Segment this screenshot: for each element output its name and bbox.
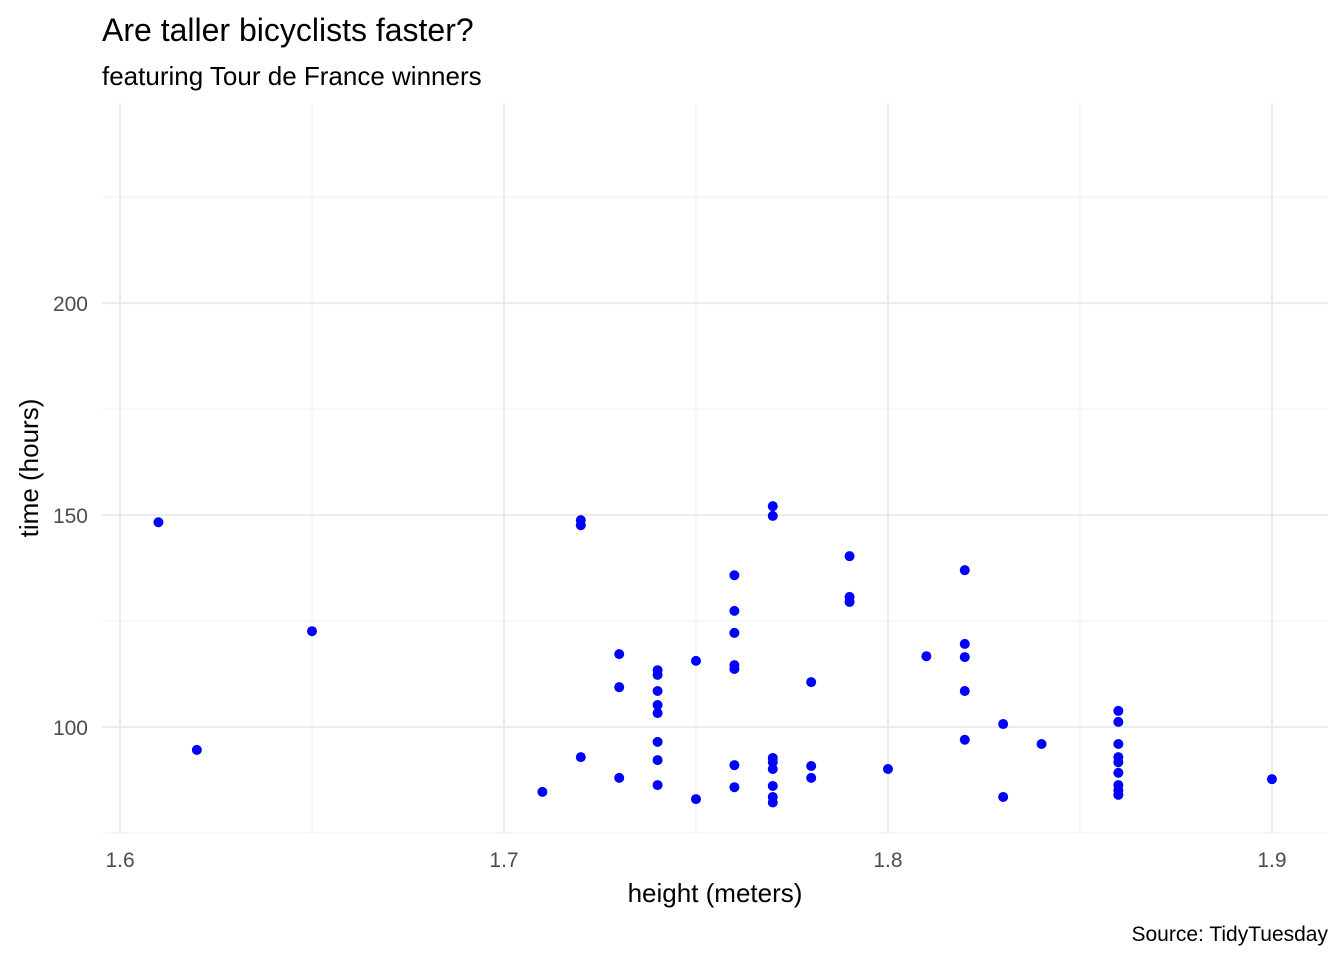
data-point	[1266, 774, 1277, 785]
data-point	[537, 786, 548, 797]
data-point	[998, 791, 1009, 802]
data-point	[191, 744, 202, 755]
data-point	[652, 699, 663, 710]
grid-lines	[102, 103, 1328, 834]
data-point	[767, 501, 778, 512]
data-point	[690, 655, 701, 666]
data-point	[307, 626, 318, 637]
data-point	[1113, 789, 1124, 800]
data-point	[806, 677, 817, 688]
data-point	[1113, 705, 1124, 716]
data-point	[767, 780, 778, 791]
x-axis-label: height (meters)	[628, 878, 803, 908]
data-point	[614, 649, 625, 660]
data-point	[1113, 767, 1124, 778]
data-point	[614, 772, 625, 783]
data-point	[767, 763, 778, 774]
data-point	[729, 627, 740, 638]
data-point	[1113, 716, 1124, 727]
chart-title: Are taller bicyclists faster?	[102, 12, 474, 48]
data-point	[652, 685, 663, 696]
data-point	[729, 782, 740, 793]
y-tick-label: 150	[53, 505, 88, 528]
data-point	[806, 772, 817, 783]
data-point	[690, 794, 701, 805]
data-point	[729, 760, 740, 771]
data-point	[575, 752, 586, 763]
data-point	[652, 708, 663, 719]
y-axis-label: time (hours)	[14, 399, 44, 538]
data-point	[729, 570, 740, 581]
data-point	[921, 651, 932, 662]
data-point	[1113, 738, 1124, 749]
data-point	[959, 565, 970, 576]
x-tick-label: 1.8	[873, 849, 902, 872]
data-point	[998, 719, 1009, 730]
data-point	[959, 638, 970, 649]
x-tick-label: 1.6	[105, 849, 134, 872]
data-point	[806, 761, 817, 772]
y-tick-label: 200	[53, 293, 88, 316]
data-point	[959, 652, 970, 663]
data-points	[153, 501, 1277, 808]
data-point	[767, 510, 778, 521]
data-point	[1036, 738, 1047, 749]
data-point	[153, 517, 164, 528]
data-point	[575, 520, 586, 531]
data-point	[652, 780, 663, 791]
data-point	[1113, 757, 1124, 768]
tick-labels: 1.6 1.7 1.8 1.9 100 150 200	[53, 293, 1287, 872]
data-point	[959, 734, 970, 745]
data-point	[614, 682, 625, 693]
data-point	[767, 797, 778, 808]
data-point	[882, 763, 893, 774]
data-point	[844, 596, 855, 607]
data-point	[959, 685, 970, 696]
x-tick-label: 1.9	[1257, 849, 1286, 872]
data-point	[652, 755, 663, 766]
chart-subtitle: featuring Tour de France winners	[102, 61, 482, 91]
y-tick-label: 100	[53, 717, 88, 740]
data-point	[729, 605, 740, 616]
x-tick-label: 1.7	[489, 849, 518, 872]
data-point	[652, 736, 663, 747]
data-point	[652, 669, 663, 680]
caption: Source: TidyTuesday	[1132, 923, 1329, 946]
data-point	[844, 551, 855, 562]
data-point	[729, 663, 740, 674]
